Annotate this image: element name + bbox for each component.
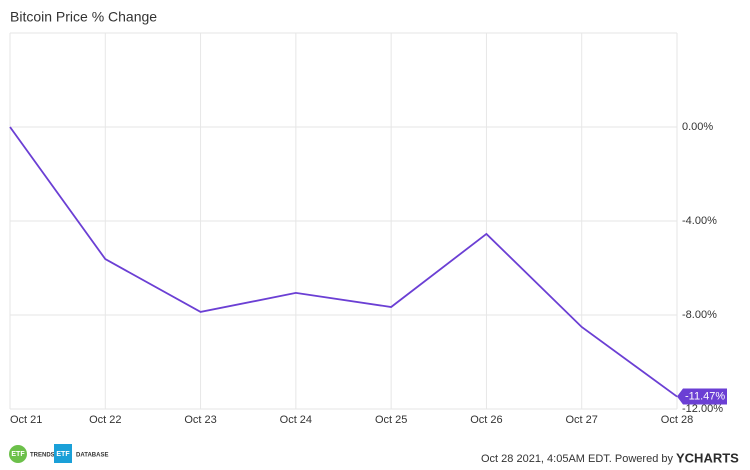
logo-badge-text: ETF	[11, 451, 25, 458]
footer: ETF TRENDS ETF DATABASE Oct 28 2021, 4:0…	[9, 444, 739, 465]
logo-badge	[9, 445, 27, 463]
y-tick-label: 0.00%	[682, 121, 713, 133]
chart-title: Bitcoin Price % Change	[10, 9, 157, 25]
x-tick-label: Oct 27	[566, 414, 598, 426]
y-tick-label: -4.00%	[682, 215, 717, 227]
x-tick-label: Oct 21	[10, 414, 42, 426]
x-tick-label: Oct 28	[661, 414, 693, 426]
timestamp: Oct 28 2021, 4:05AM EDT. Powered by	[481, 453, 673, 465]
x-tick-label: Oct 23	[184, 414, 216, 426]
line	[9, 126, 678, 398]
brand: YCHARTS	[676, 450, 739, 465]
x-tick-label: Oct 22	[89, 414, 121, 426]
logo-badge	[54, 444, 72, 463]
x-tick-label: Oct 26	[470, 414, 502, 426]
logo-text: DATABASE	[76, 453, 108, 459]
value-label-box	[677, 388, 727, 405]
x-tick-label: Oct 24	[280, 414, 312, 426]
value-label: -11.47%	[685, 390, 725, 402]
y-tick-label: -8.00%	[682, 309, 717, 321]
logo-badge-text: ETF	[56, 451, 70, 458]
y-tick-label: -12.00%	[682, 403, 723, 415]
x-tick-label: Oct 25	[375, 414, 407, 426]
logo-text: TRENDS	[30, 453, 55, 459]
